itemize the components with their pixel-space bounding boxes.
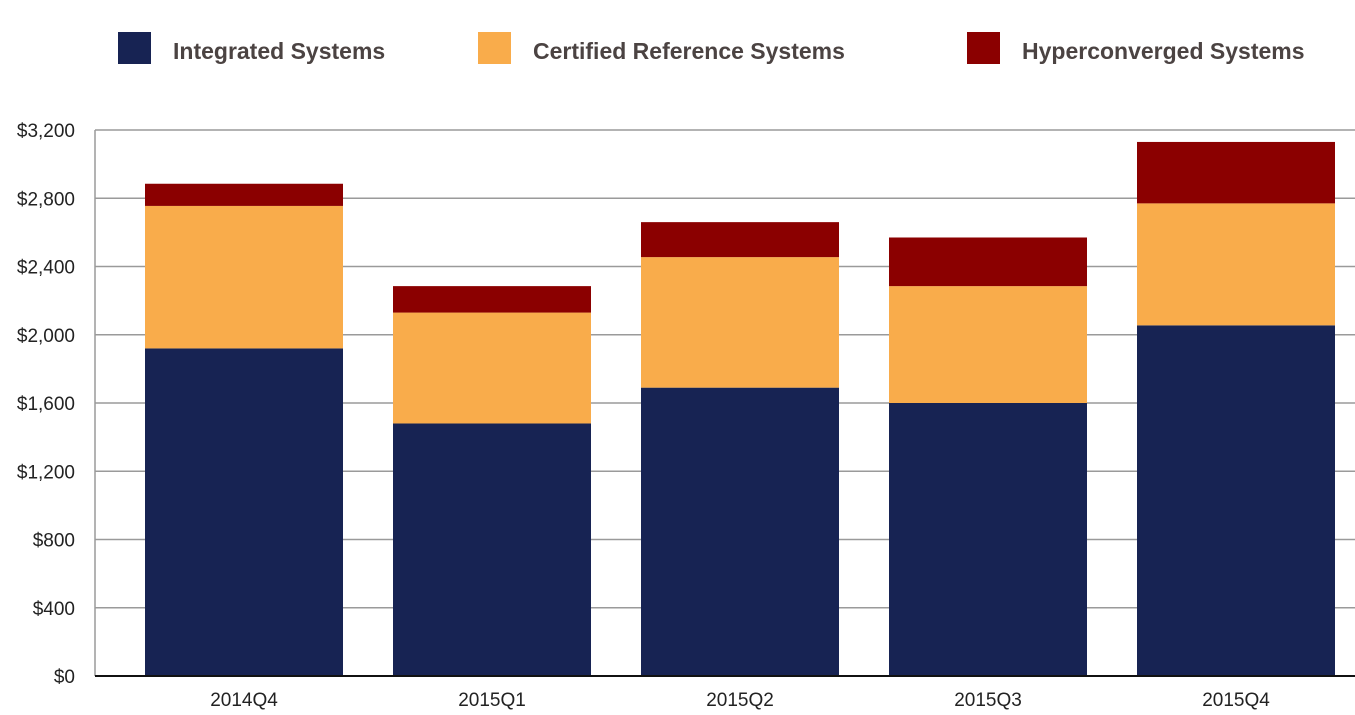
y-tick-label: $800 [33, 531, 75, 552]
y-tick-label: $2,800 [17, 189, 75, 210]
x-tick-label: 2015Q2 [706, 690, 774, 711]
legend-label: Integrated Systems [173, 38, 385, 64]
bar-segment-certified-reference-systems [145, 205, 343, 349]
legend-swatch [478, 32, 511, 64]
x-tick-label: 2014Q4 [210, 690, 278, 711]
bar-segment-certified-reference-systems [889, 286, 1087, 403]
bar-segment-certified-reference-systems [641, 257, 839, 388]
x-tick-label: 2015Q1 [458, 690, 526, 711]
legend-swatch [118, 32, 151, 64]
bar-segment-hyperconverged-systems [641, 222, 839, 258]
bar-segment-hyperconverged-systems [889, 237, 1087, 287]
y-tick-label: $2,000 [17, 326, 75, 347]
y-tick-label: $0 [54, 667, 75, 688]
bar-segment-hyperconverged-systems [145, 183, 343, 206]
y-tick-label: $400 [33, 599, 75, 620]
x-tick-label: 2015Q3 [954, 690, 1022, 711]
bar-segment-integrated-systems [641, 387, 839, 676]
bar-segment-certified-reference-systems [1137, 203, 1335, 326]
bar-segment-certified-reference-systems [393, 312, 591, 424]
bar-segment-integrated-systems [393, 423, 591, 676]
legend-swatch [967, 32, 1000, 64]
x-tick-label: 2015Q4 [1202, 690, 1270, 711]
y-tick-label: $1,200 [17, 462, 75, 483]
bar-segment-integrated-systems [1137, 325, 1335, 676]
bar-segment-hyperconverged-systems [393, 286, 591, 313]
legend-label: Hyperconverged Systems [1022, 38, 1305, 64]
bar-segment-integrated-systems [145, 348, 343, 676]
y-tick-label: $2,400 [17, 258, 75, 279]
y-tick-label: $3,200 [17, 121, 75, 142]
bar-segment-hyperconverged-systems [1137, 141, 1335, 204]
bar-segment-integrated-systems [889, 403, 1087, 676]
y-tick-label: $1,600 [17, 394, 75, 415]
legend-label: Certified Reference Systems [533, 38, 845, 64]
